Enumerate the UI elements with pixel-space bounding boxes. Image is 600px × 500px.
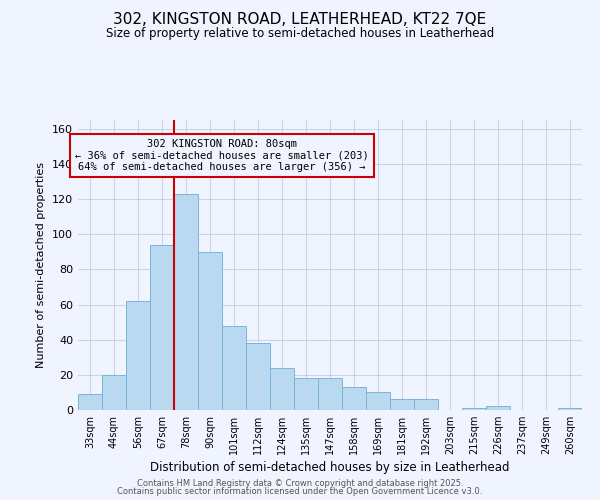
Bar [222, 326, 246, 410]
Bar [174, 194, 198, 410]
Bar [246, 343, 270, 410]
Y-axis label: Number of semi-detached properties: Number of semi-detached properties [37, 162, 46, 368]
Bar [126, 301, 150, 410]
Text: 302 KINGSTON ROAD: 80sqm
← 36% of semi-detached houses are smaller (203)
64% of : 302 KINGSTON ROAD: 80sqm ← 36% of semi-d… [75, 139, 368, 172]
Bar [462, 408, 486, 410]
Bar [102, 375, 126, 410]
Bar [270, 368, 294, 410]
Bar [390, 400, 414, 410]
X-axis label: Distribution of semi-detached houses by size in Leatherhead: Distribution of semi-detached houses by … [150, 461, 510, 474]
Bar [414, 400, 438, 410]
Text: 302, KINGSTON ROAD, LEATHERHEAD, KT22 7QE: 302, KINGSTON ROAD, LEATHERHEAD, KT22 7Q… [113, 12, 487, 28]
Bar [558, 408, 582, 410]
Bar [366, 392, 390, 410]
Bar [486, 406, 510, 410]
Bar [198, 252, 222, 410]
Text: Contains HM Land Registry data © Crown copyright and database right 2025.: Contains HM Land Registry data © Crown c… [137, 478, 463, 488]
Bar [342, 387, 366, 410]
Text: Size of property relative to semi-detached houses in Leatherhead: Size of property relative to semi-detach… [106, 28, 494, 40]
Bar [78, 394, 102, 410]
Text: Contains public sector information licensed under the Open Government Licence v3: Contains public sector information licen… [118, 487, 482, 496]
Bar [294, 378, 318, 410]
Bar [318, 378, 342, 410]
Bar [150, 245, 174, 410]
